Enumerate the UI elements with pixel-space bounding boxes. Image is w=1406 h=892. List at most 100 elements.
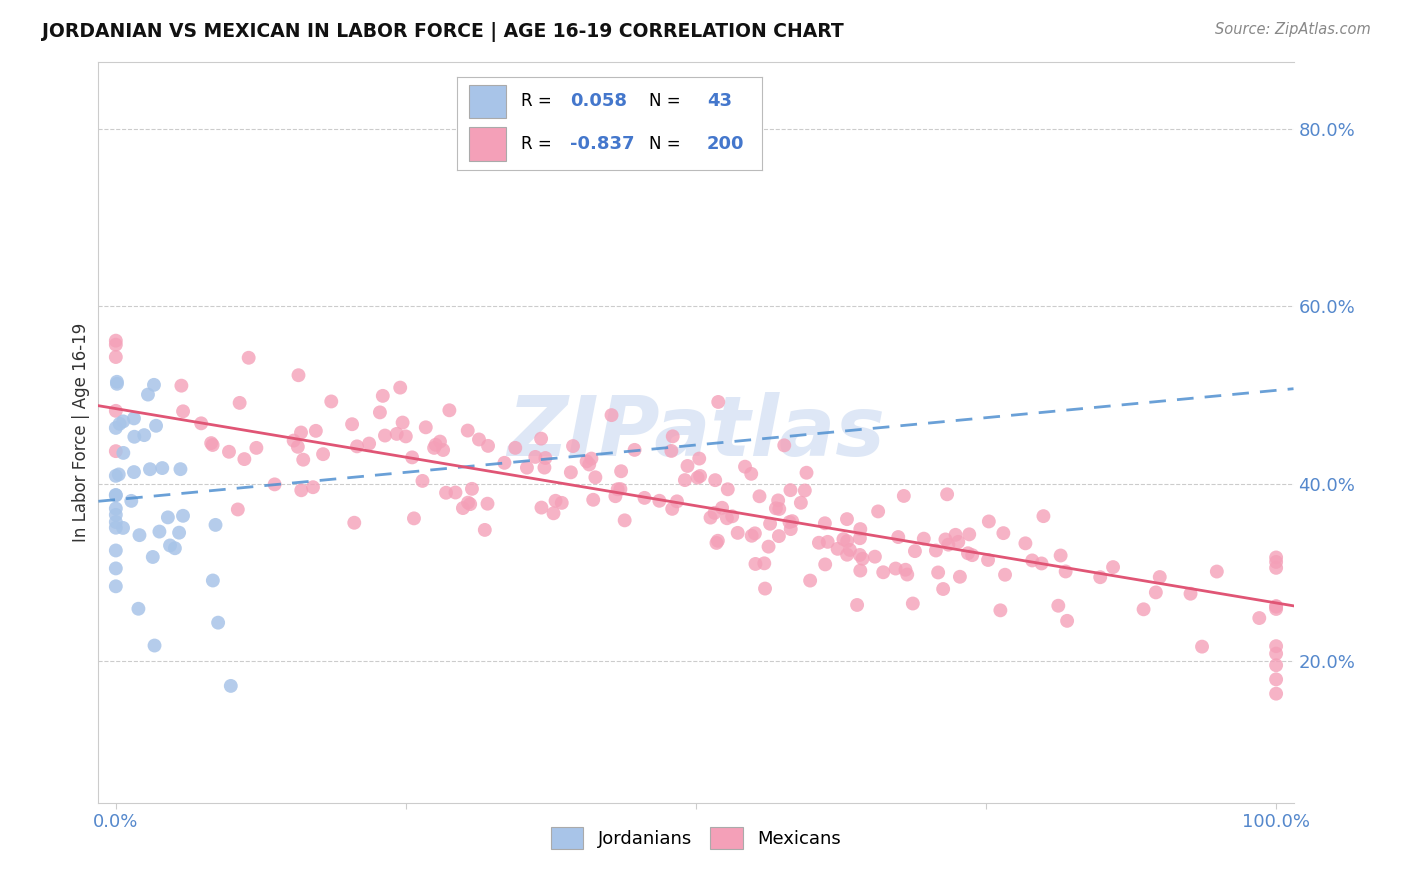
- Point: [170, 378, 193, 392]
- Point: [343, 516, 366, 530]
- Point: [494, 456, 516, 470]
- Point: [814, 516, 837, 531]
- Point: [977, 553, 1000, 567]
- Point: [727, 525, 749, 540]
- Point: [425, 438, 447, 452]
- Point: [949, 570, 972, 584]
- Point: [699, 510, 721, 524]
- Point: [846, 598, 869, 612]
- Point: [312, 447, 335, 461]
- Point: [127, 601, 149, 615]
- Point: [477, 497, 499, 511]
- Point: [233, 452, 256, 467]
- Point: [717, 483, 740, 497]
- Point: [578, 458, 600, 472]
- Point: [837, 534, 859, 549]
- Point: [534, 450, 557, 465]
- Point: [610, 464, 633, 478]
- Text: Source: ZipAtlas.com: Source: ZipAtlas.com: [1215, 22, 1371, 37]
- Point: [139, 462, 162, 476]
- Point: [1180, 587, 1202, 601]
- Point: [1265, 550, 1288, 565]
- Point: [163, 541, 186, 556]
- Point: [863, 549, 886, 564]
- Point: [707, 395, 730, 409]
- Point: [1014, 536, 1036, 550]
- Point: [799, 574, 821, 588]
- Point: [814, 558, 837, 572]
- Point: [1265, 599, 1288, 613]
- Point: [779, 522, 801, 536]
- Point: [896, 567, 918, 582]
- Point: [385, 426, 408, 441]
- Point: [704, 473, 727, 487]
- Point: [374, 428, 396, 442]
- Point: [790, 496, 813, 510]
- Point: [960, 548, 983, 562]
- Point: [740, 467, 762, 481]
- Point: [167, 525, 190, 540]
- Point: [927, 566, 949, 580]
- Point: [503, 441, 526, 455]
- Point: [104, 334, 127, 348]
- Point: [759, 516, 782, 531]
- Point: [458, 497, 481, 511]
- Point: [912, 532, 935, 546]
- Point: [190, 417, 212, 431]
- Point: [415, 420, 437, 434]
- Point: [849, 531, 872, 545]
- Point: [1021, 553, 1043, 567]
- Point: [817, 534, 839, 549]
- Point: [581, 451, 603, 466]
- Point: [401, 450, 423, 465]
- Point: [827, 541, 849, 556]
- Point: [796, 466, 818, 480]
- Point: [1144, 585, 1167, 599]
- Point: [104, 488, 127, 502]
- Point: [104, 508, 127, 522]
- Point: [1132, 602, 1154, 616]
- Point: [112, 446, 135, 460]
- Point: [661, 429, 683, 443]
- Point: [734, 459, 756, 474]
- Point: [200, 436, 222, 450]
- Point: [703, 506, 725, 520]
- Point: [287, 368, 309, 383]
- Point: [977, 515, 1000, 529]
- Point: [648, 493, 671, 508]
- Point: [835, 548, 858, 562]
- Point: [706, 536, 728, 550]
- Point: [104, 579, 127, 593]
- Point: [686, 470, 709, 484]
- Point: [779, 515, 801, 529]
- Point: [780, 514, 803, 528]
- Point: [124, 430, 146, 444]
- Point: [661, 501, 683, 516]
- Point: [122, 411, 145, 425]
- Point: [143, 639, 166, 653]
- Point: [451, 501, 474, 516]
- Point: [560, 466, 582, 480]
- Point: [894, 563, 917, 577]
- Point: [1205, 565, 1227, 579]
- Point: [107, 467, 129, 482]
- Point: [661, 444, 683, 458]
- Point: [143, 377, 166, 392]
- Point: [1049, 549, 1071, 563]
- Point: [104, 421, 127, 435]
- Point: [245, 441, 267, 455]
- Point: [1149, 570, 1171, 584]
- Point: [429, 434, 451, 449]
- Point: [112, 414, 135, 428]
- Point: [835, 512, 858, 526]
- Point: [744, 557, 766, 571]
- Point: [104, 543, 127, 558]
- Point: [1265, 602, 1288, 616]
- Point: [613, 513, 636, 527]
- Point: [1265, 658, 1288, 673]
- Point: [851, 551, 873, 566]
- Point: [1090, 570, 1112, 584]
- Point: [849, 522, 872, 536]
- Point: [689, 469, 711, 483]
- Point: [849, 564, 872, 578]
